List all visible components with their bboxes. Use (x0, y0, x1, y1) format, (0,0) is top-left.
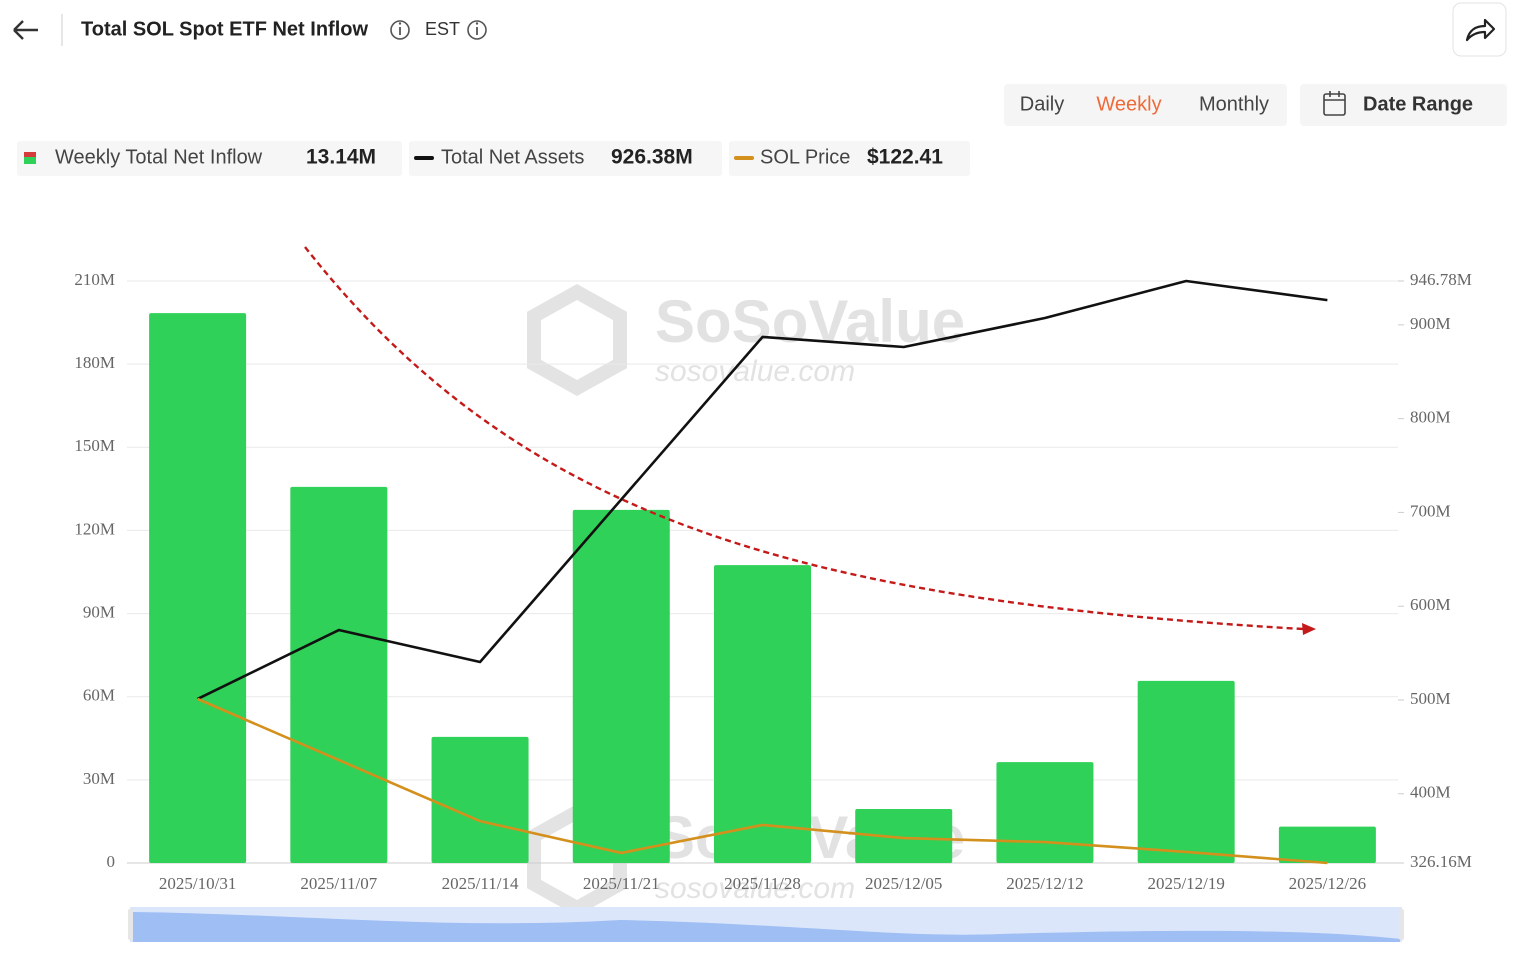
bar (149, 313, 247, 863)
share-button[interactable] (1452, 2, 1507, 57)
x-tick-label: 2025/12/19 (1147, 874, 1224, 893)
back-button[interactable] (13, 20, 38, 40)
timezone: EST (425, 19, 460, 39)
x-tick-label: 2025/11/07 (300, 874, 377, 893)
bar (431, 736, 529, 863)
bar (855, 808, 953, 863)
page-title: Total SOL Spot ETF Net Inflow (81, 18, 368, 40)
legend-value: 13.14M (306, 146, 376, 169)
y-tick-label: 150M (74, 436, 115, 455)
y2-tick-label: 500M (1410, 689, 1451, 708)
y2-tick-label: 600M (1410, 595, 1451, 614)
y2-tick-label: 700M (1410, 501, 1451, 520)
y2-tick-label: 900M (1410, 314, 1451, 333)
trend-arrowhead (1302, 623, 1316, 635)
date-range-button[interactable]: Date Range (1300, 84, 1507, 126)
y-tick-label: 210M (74, 270, 115, 289)
legend-item[interactable]: Total Net Assets 926.38M (409, 141, 722, 176)
legend-chip (17, 141, 402, 176)
y-tick-label: 60M (83, 686, 115, 705)
y2-tick-label: 326.16M (1410, 852, 1472, 871)
period-option[interactable]: Daily (1020, 93, 1064, 115)
info-icon[interactable] (467, 20, 487, 40)
bar (290, 486, 388, 863)
bar (1137, 680, 1235, 863)
y-tick-label: 30M (83, 769, 115, 788)
legend-name: SOL Price (760, 146, 850, 168)
bar (1278, 826, 1376, 863)
period-switch (1004, 84, 1287, 126)
y-tick-label: 0 (107, 852, 116, 871)
x-tick-label: 2025/12/26 (1289, 874, 1366, 893)
y-tick-label: 180M (74, 353, 115, 372)
line-series (197, 697, 1328, 865)
legend-value: 926.38M (611, 146, 693, 169)
legend-item[interactable]: Weekly Total Net Inflow 13.14M (17, 141, 402, 176)
x-tick-label: 2025/11/21 (583, 874, 660, 893)
y-tick-label: 120M (74, 519, 115, 538)
legend-swatch-top (24, 152, 36, 157)
y-tick-label: 90M (83, 602, 115, 621)
watermark-brand: SoSoValue (655, 288, 965, 355)
bar (996, 762, 1094, 863)
line-series (197, 279, 1328, 701)
bar (572, 509, 670, 863)
x-tick-label: 2025/12/12 (1006, 874, 1083, 893)
x-tick-label: 2025/12/05 (865, 874, 942, 893)
watermark-site: sosovalue.com (655, 355, 855, 388)
date-range-label: Date Range (1363, 93, 1473, 115)
legend-item[interactable]: SOL Price $122.41 (729, 141, 970, 176)
y2-tick-label: 400M (1410, 783, 1451, 802)
y2-tick-label: 800M (1410, 408, 1451, 427)
x-tick-label: 2025/11/28 (724, 874, 801, 893)
legend-chip (409, 141, 722, 176)
period-option[interactable]: Monthly (1199, 93, 1269, 115)
legend-chip (729, 141, 970, 176)
x-tick-label: 2025/10/31 (159, 874, 236, 893)
info-icon[interactable] (390, 20, 410, 40)
bar (714, 565, 811, 863)
y2-tick-label: 946.78M (1410, 270, 1472, 289)
legend-name: Total Net Assets (441, 146, 584, 168)
watermark-site: sosovalue.com (655, 872, 855, 905)
back-icon (13, 20, 38, 40)
zoom-slider[interactable] (128, 907, 1404, 942)
legend-value: $122.41 (867, 146, 943, 169)
x-tick-label: 2025/11/14 (442, 874, 519, 893)
legend-name: Weekly Total Net Inflow (55, 146, 263, 168)
period-option[interactable]: Weekly (1096, 93, 1161, 115)
